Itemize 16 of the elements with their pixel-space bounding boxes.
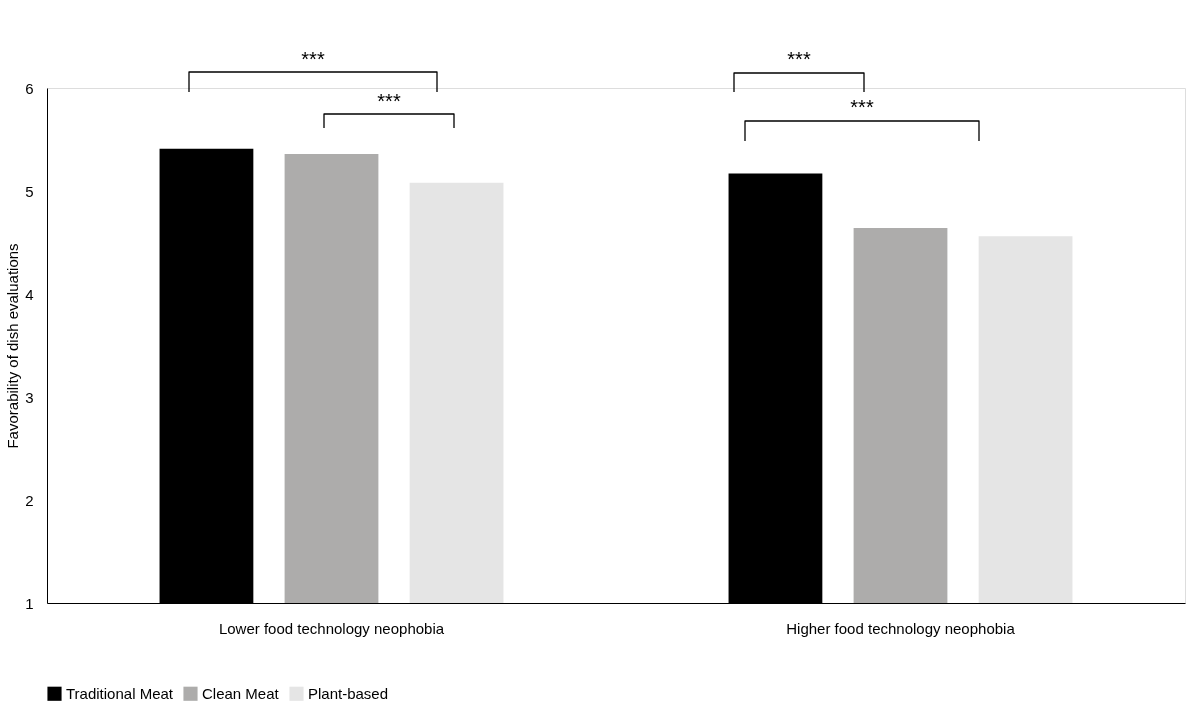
legend-label: Clean Meat (202, 684, 280, 702)
x-tick-label: Lower food technology neophobia (218, 619, 445, 637)
y-tick-label: 3 (25, 388, 34, 406)
legend-label: Traditional Meat (66, 684, 174, 702)
annotation: *** (377, 90, 401, 112)
y-tick-label: 5 (25, 182, 34, 200)
legend-label: Plant-based (308, 684, 389, 702)
x-tick-label: Higher food technology neophobia (786, 619, 1016, 637)
annotation: *** (850, 96, 874, 118)
text: *** (301, 48, 325, 70)
text: *** (787, 48, 811, 70)
y-tick-label: 1 (25, 594, 34, 612)
y-axis-title: Favorability of dish evaluations (4, 243, 22, 449)
y-tick-label: 4 (25, 285, 34, 303)
y-tick-label: 6 (25, 79, 34, 97)
y-tick-label: 2 (25, 491, 34, 509)
